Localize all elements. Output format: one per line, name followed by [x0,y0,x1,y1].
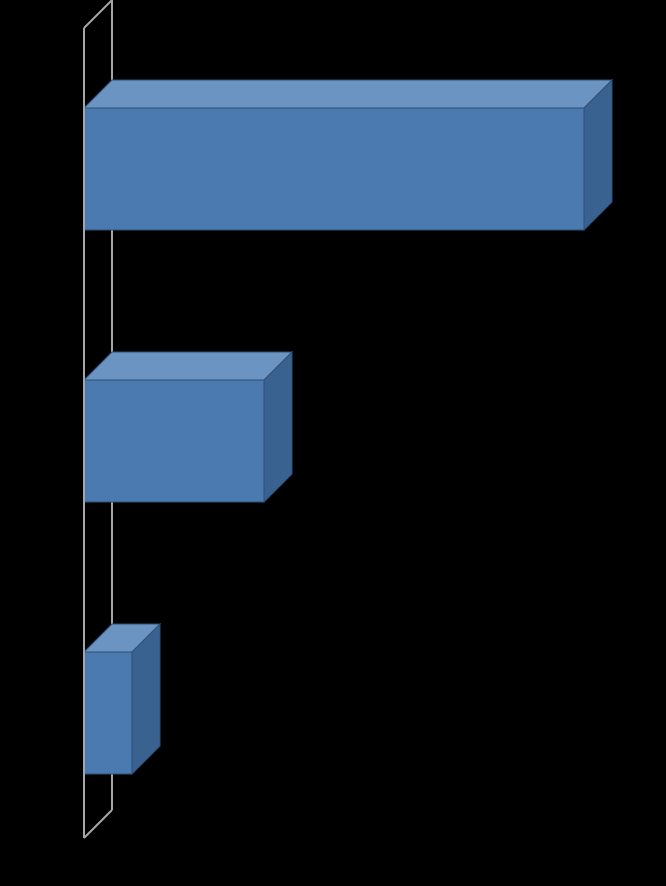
bar-2 [84,352,292,502]
bar-1-front [84,108,584,230]
bar-1-top [84,80,612,108]
bar-chart-3d [0,0,666,886]
bar-3 [84,624,160,774]
bar-1 [84,80,612,230]
bar-2-front [84,380,264,502]
bar-2-top [84,352,292,380]
bar-3-front [84,652,132,774]
